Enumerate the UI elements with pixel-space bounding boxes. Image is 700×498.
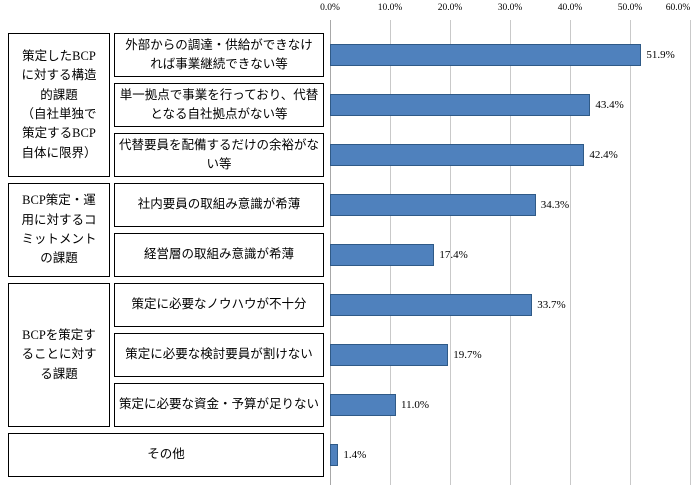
x-tick-label: 10.0% [377,3,403,13]
category-label-box: 策定に必要な資金・予算が足りない [114,383,324,427]
category-label-box: 外部からの調達・供給ができなけ れば事業継続できない等 [114,33,324,77]
category-label-box: 代替要員を配備するだけの余裕がな い等 [114,133,324,177]
value-label: 11.0% [401,399,430,411]
bar-row: 42.4% [330,130,698,180]
bar-row: 19.7% [330,330,698,380]
category-group-box: 策定したBCP に対する構造 的課題 （自社単独で 策定するBCP 自体に限界） [8,33,110,177]
gridline-60pct [690,20,691,485]
x-tick-label: 20.0% [437,3,463,13]
category-label-box: 策定に必要な検討要員が割けない [114,333,324,377]
category-label-box: 策定に必要なノウハウが不十分 [114,283,324,327]
bar [330,394,396,416]
bar-row: 43.4% [330,80,698,130]
gridline-50pct [630,20,631,485]
value-label: 1.4% [343,449,367,461]
bar-series: 51.9% 43.4% 42.4% 34.3% 17.4% 33.7% 19.7… [330,30,698,480]
category-label-box: 社内要員の取組み意識が希薄 [114,183,324,227]
bar-row: 51.9% [330,30,698,80]
bar [330,194,536,216]
x-tick-label: 40.0% [557,3,583,13]
bar [330,344,449,366]
value-label: 42.4% [589,149,618,161]
x-tick-label: 30.0% [497,3,523,13]
bar [330,294,533,316]
bar [330,244,435,266]
x-tick-label: 60.0% [665,3,691,13]
gridline-20pct [450,20,451,485]
value-label: 51.9% [646,49,675,61]
bar-row: 1.4% [330,430,698,480]
bar [330,444,339,466]
bar-row: 34.3% [330,180,698,230]
x-tick-label: 0.0% [320,3,340,13]
gridline-30pct [510,20,511,485]
category-group-box: BCPを策定す ることに対す る課題 [8,283,110,427]
value-label: 19.7% [453,349,482,361]
value-label: 33.7% [537,299,566,311]
x-tick-label: 50.0% [617,3,643,13]
bar-row: 17.4% [330,230,698,280]
value-label: 17.4% [439,249,468,261]
bar-row: 33.7% [330,280,698,330]
bar [330,144,585,166]
category-label-box: 経営層の取組み意識が希薄 [114,233,324,277]
value-label: 34.3% [540,199,570,211]
value-label: 43.4% [595,99,624,111]
bar-row: 11.0% [330,380,698,430]
gridline-40pct [570,20,571,485]
category-label-box-other: その他 [8,433,324,477]
category-group-box: BCP策定・運 用に対するコ ミットメント の課題 [8,183,110,277]
bar [330,94,591,116]
category-label-box: 単一拠点で事業を行っており、代替 となる自社拠点がない等 [114,83,324,127]
bar [330,44,642,66]
